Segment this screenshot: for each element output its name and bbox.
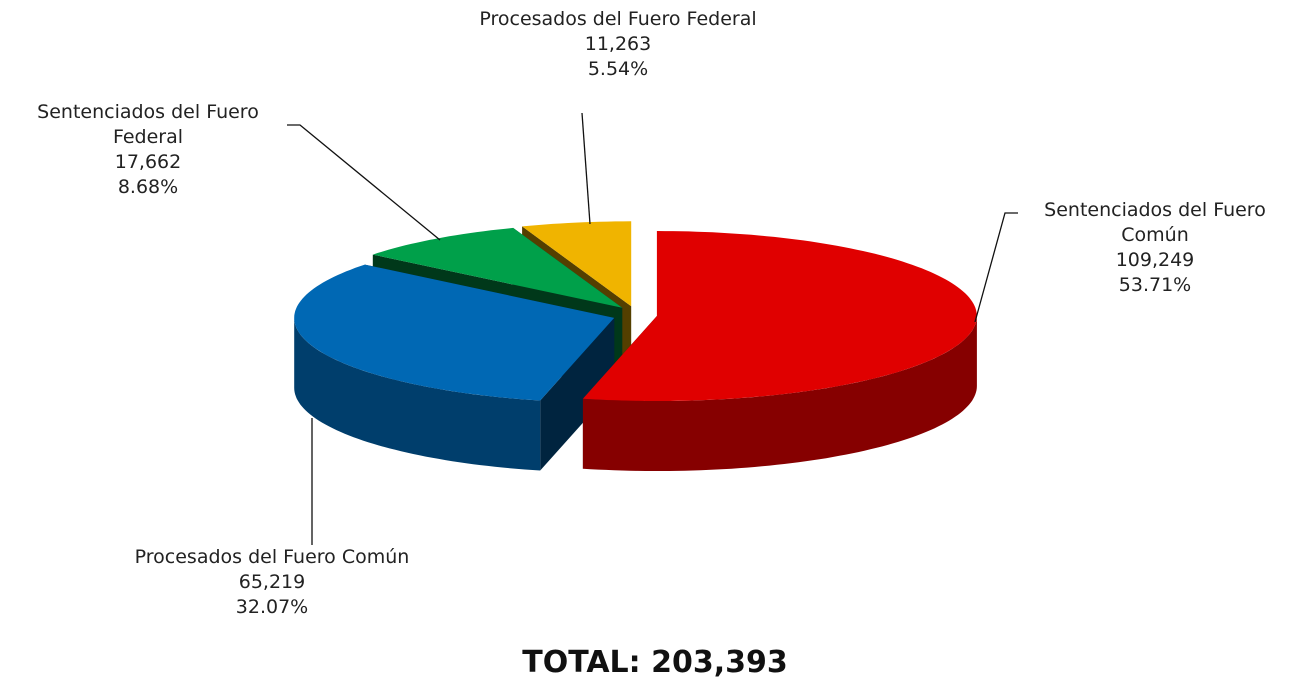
data-label: Procesados del Fuero Federal 11,263 5.54% [473,7,763,82]
slice [522,221,632,307]
label-line: 8.68% [117,176,179,198]
label-line: Sentenciados del Fuero Común [1044,199,1266,246]
leader-line [287,124,441,241]
label-line: 17,662 [114,151,182,173]
slice [372,227,623,308]
label-line: 53.71% [1118,274,1192,296]
slice-side [540,317,615,471]
data-label: Sentenciados del Fuero Común 109,249 53.71… [1010,198,1295,298]
label-line: 11,263 [584,33,652,55]
data-label: Sentenciados del Fuero Federal 17,662 8.68… [3,100,293,200]
leader-line [974,212,1018,323]
label-line: Procesados del Fuero Federal [479,8,757,30]
leader-line [581,112,591,225]
label-line: 109,249 [1115,249,1195,271]
slice [582,231,977,401]
label-line: 65,219 [238,571,306,593]
slice-side [582,316,977,471]
label-line: 5.54% [587,58,649,80]
slice-side [294,317,541,471]
label-line: Sentenciados del Fuero Federal [37,101,259,148]
label-line: 32.07% [235,596,309,618]
data-label: Procesados del Fuero Común 65,219 32.07% [127,545,417,620]
total-label: TOTAL: 203,393 [522,645,788,680]
label-line: Procesados del Fuero Común [134,546,410,568]
slice [294,264,615,401]
